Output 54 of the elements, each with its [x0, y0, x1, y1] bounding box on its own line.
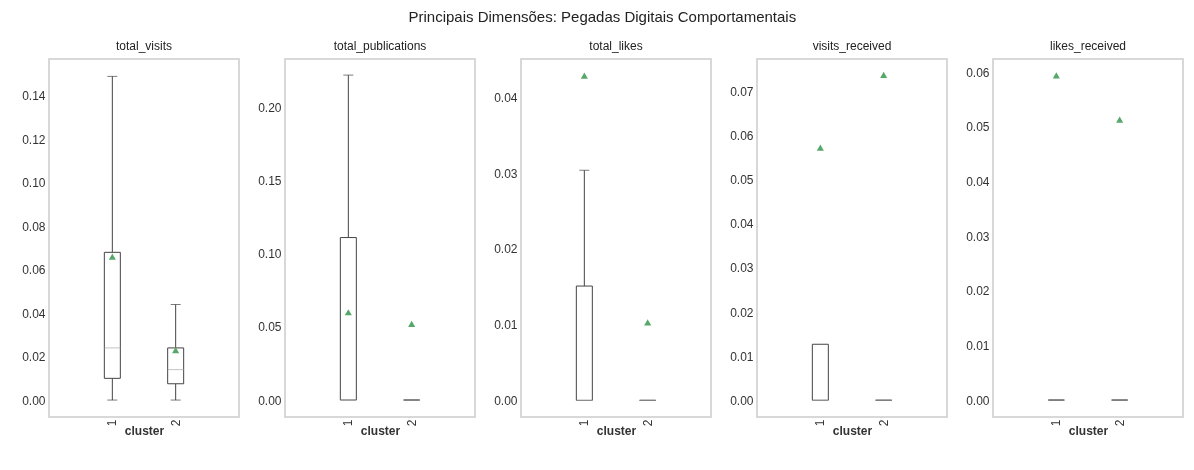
- x-tick-label: 1: [105, 419, 120, 427]
- chart-title: likes_received: [1049, 39, 1127, 53]
- x-axis-title: cluster: [360, 424, 401, 439]
- y-tick-label: 0.04: [494, 91, 518, 106]
- y-tick-label: 0.15: [258, 173, 282, 188]
- x-axis-title: cluster: [596, 424, 637, 439]
- x-tick-label: 1: [1049, 419, 1064, 427]
- chart-title: visits_received: [812, 39, 892, 53]
- y-tick-label: 0.12: [22, 132, 46, 147]
- y-tick-label: 0.05: [966, 120, 990, 135]
- y-tick-label: 0.02: [494, 242, 518, 257]
- chart-title: total_publications: [333, 39, 427, 53]
- y-tick-label: 0.05: [730, 173, 754, 188]
- x-tick-label: 1: [577, 419, 592, 427]
- x-tick-label: 2: [404, 419, 419, 427]
- y-tick-label: 0.03: [730, 261, 754, 276]
- y-tick-label: 0.14: [22, 89, 46, 104]
- y-tick-label: 0.00: [966, 393, 990, 408]
- x-tick-label: 2: [1112, 419, 1127, 427]
- x-tick-label: 2: [640, 419, 655, 427]
- x-axis-title: cluster: [124, 424, 165, 439]
- x-tick-label: 1: [341, 419, 356, 427]
- text: Principais Dimensões: Pegadas Digitais Comportamentais: [408, 8, 797, 26]
- y-tick-label: 0.00: [494, 393, 518, 408]
- y-tick-label: 0.02: [966, 284, 990, 299]
- y-tick-label: 0.01: [730, 349, 754, 364]
- x-axis-title: cluster: [1068, 424, 1109, 439]
- y-tick-label: 0.00: [730, 393, 754, 408]
- y-tick-label: 0.06: [22, 263, 46, 278]
- y-tick-label: 0.00: [22, 393, 46, 408]
- y-tick-label: 0.06: [966, 65, 990, 80]
- y-tick-label: 0.08: [22, 219, 46, 234]
- chart-title: total_visits: [115, 39, 173, 53]
- y-tick-label: 0.05: [258, 320, 282, 335]
- y-tick-label: 0.06: [730, 129, 754, 144]
- y-tick-label: 0.10: [22, 176, 46, 191]
- y-tick-label: 0.04: [966, 174, 990, 189]
- y-tick-label: 0.02: [22, 350, 46, 365]
- y-tick-label: 0.03: [966, 229, 990, 244]
- x-tick-label: 2: [876, 419, 891, 427]
- y-tick-label: 0.10: [258, 247, 282, 262]
- y-tick-label: 0.01: [494, 318, 518, 333]
- y-tick-label: 0.04: [730, 217, 754, 232]
- y-tick-label: 0.03: [494, 166, 518, 181]
- x-axis-title: cluster: [832, 424, 873, 439]
- y-tick-label: 0.01: [966, 338, 990, 353]
- chart-title: total_likes: [589, 39, 643, 53]
- y-tick-label: 0.07: [730, 85, 754, 100]
- x-tick-label: 2: [168, 419, 183, 427]
- y-tick-label: 0.04: [22, 306, 46, 321]
- y-tick-label: 0.20: [258, 100, 282, 115]
- y-tick-label: 0.02: [730, 305, 754, 320]
- x-tick-label: 1: [813, 419, 828, 427]
- y-tick-label: 0.00: [258, 393, 282, 408]
